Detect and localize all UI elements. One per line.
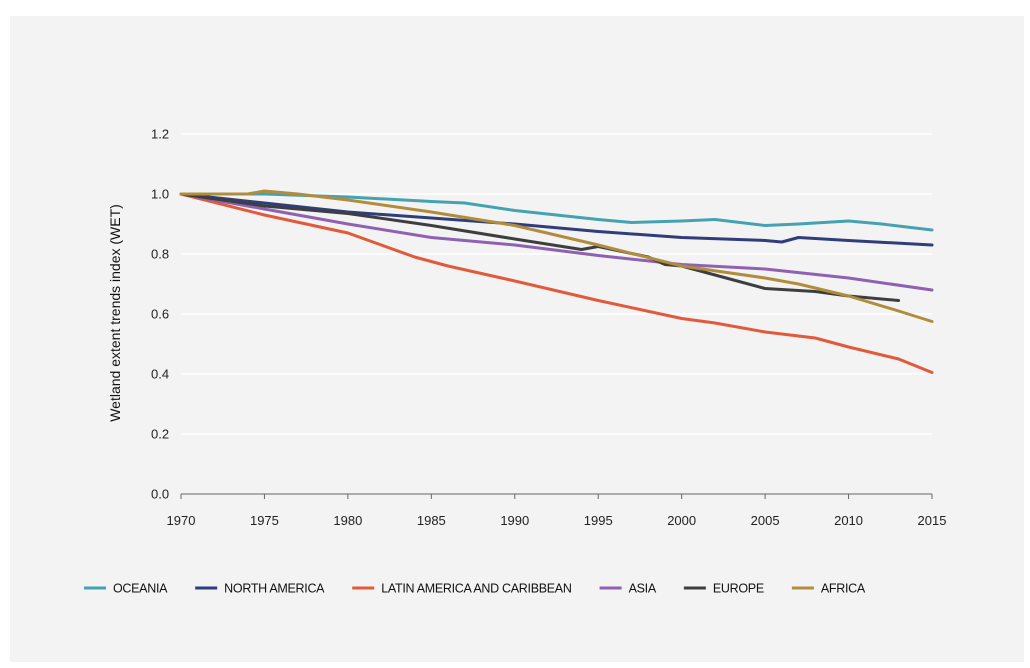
y-tick-label: 0.6 bbox=[151, 307, 169, 322]
legend: OCEANIA NORTH AMERICA LATIN AMERICA AND CA… bbox=[84, 582, 866, 596]
grid-lines bbox=[181, 133, 932, 435]
series-lines bbox=[179, 189, 934, 374]
y-tick-label: 1.2 bbox=[151, 127, 169, 142]
legend-label-europe: EUROPE bbox=[713, 582, 764, 596]
legend-label-asia: ASIA bbox=[629, 582, 657, 596]
x-tick-label: 1970 bbox=[167, 513, 196, 528]
y-tick-label: 0.2 bbox=[151, 427, 169, 442]
series-line-north-america bbox=[179, 192, 934, 247]
series-line-latin-america-and-caribbean bbox=[179, 192, 934, 374]
x-tick-label: 2000 bbox=[667, 513, 696, 528]
x-axis-ticks: 1970 1975 1980 1985 1990 1995 2000 2005 2010 2015 bbox=[167, 494, 947, 528]
y-tick-label: 0.0 bbox=[151, 487, 169, 502]
x-tick-label: 2010 bbox=[834, 513, 863, 528]
y-tick-label: 1.0 bbox=[151, 187, 169, 202]
series-line-africa bbox=[179, 189, 934, 323]
x-tick-label: 1980 bbox=[333, 513, 362, 528]
chart-panel bbox=[10, 16, 1024, 662]
x-tick-label: 1995 bbox=[584, 513, 613, 528]
x-tick-label: 1990 bbox=[500, 513, 529, 528]
legend-label-north-america: NORTH AMERICA bbox=[224, 582, 325, 596]
series-line-oceania bbox=[179, 192, 934, 232]
legend-label-oceania: OCEANIA bbox=[113, 582, 168, 596]
legend-label-latin-america-and-caribbean: LATIN AMERICA AND CARIBBEAN bbox=[381, 582, 572, 596]
y-axis-label: Wetland extent trends index (WET) bbox=[107, 204, 123, 422]
x-tick-label: 2015 bbox=[918, 513, 947, 528]
y-tick-label: 0.4 bbox=[151, 367, 169, 382]
y-axis-ticks: 0.0 0.2 0.4 0.6 0.8 1.0 1.2 bbox=[151, 127, 169, 502]
legend-label-africa: AFRICA bbox=[821, 582, 866, 596]
x-tick-label: 1985 bbox=[417, 513, 446, 528]
series-line-asia bbox=[179, 192, 934, 292]
y-tick-label: 0.8 bbox=[151, 247, 169, 262]
x-tick-label: 2005 bbox=[751, 513, 780, 528]
x-tick-label: 1975 bbox=[250, 513, 279, 528]
